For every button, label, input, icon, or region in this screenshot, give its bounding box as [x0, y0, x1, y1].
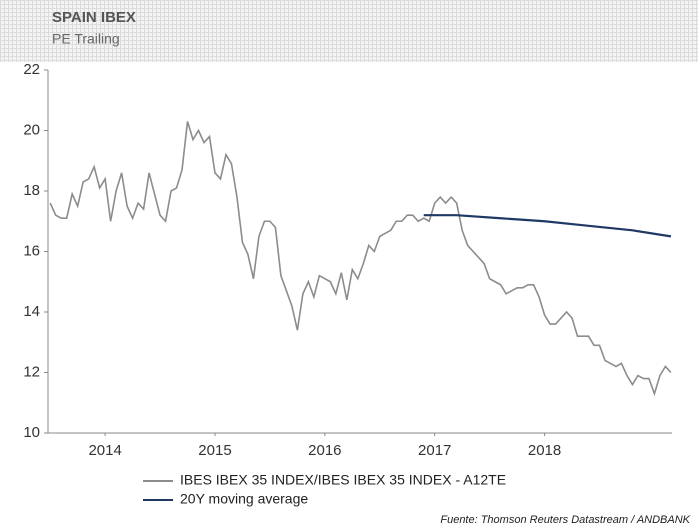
y-tick-label: 22	[23, 61, 40, 78]
header-band	[0, 0, 698, 62]
x-tick-label: 2017	[418, 442, 451, 459]
y-tick-label: 20	[23, 121, 40, 138]
x-tick-label: 2014	[88, 442, 121, 459]
source-note: Fuente: Thomson Reuters Datastream / AND…	[440, 514, 690, 526]
y-tick-label: 14	[23, 303, 40, 320]
y-tick-label: 12	[23, 363, 40, 380]
y-tick-label: 10	[23, 424, 40, 441]
y-tick-label: 18	[23, 182, 40, 199]
y-tick-label: 16	[23, 242, 40, 259]
legend-label: 20Y moving average	[180, 491, 308, 507]
legend-label: IBES IBEX 35 INDEX/IBES IBEX 35 INDEX - …	[180, 472, 506, 488]
x-tick-label: 2016	[308, 442, 341, 459]
chart-title: SPAIN IBEX	[52, 9, 136, 26]
chart-subtitle: PE Trailing	[52, 31, 120, 47]
series-line	[423, 214, 672, 238]
series-line	[49, 121, 672, 397]
x-tick-label: 2018	[528, 442, 561, 459]
x-tick-label: 2015	[198, 442, 231, 459]
